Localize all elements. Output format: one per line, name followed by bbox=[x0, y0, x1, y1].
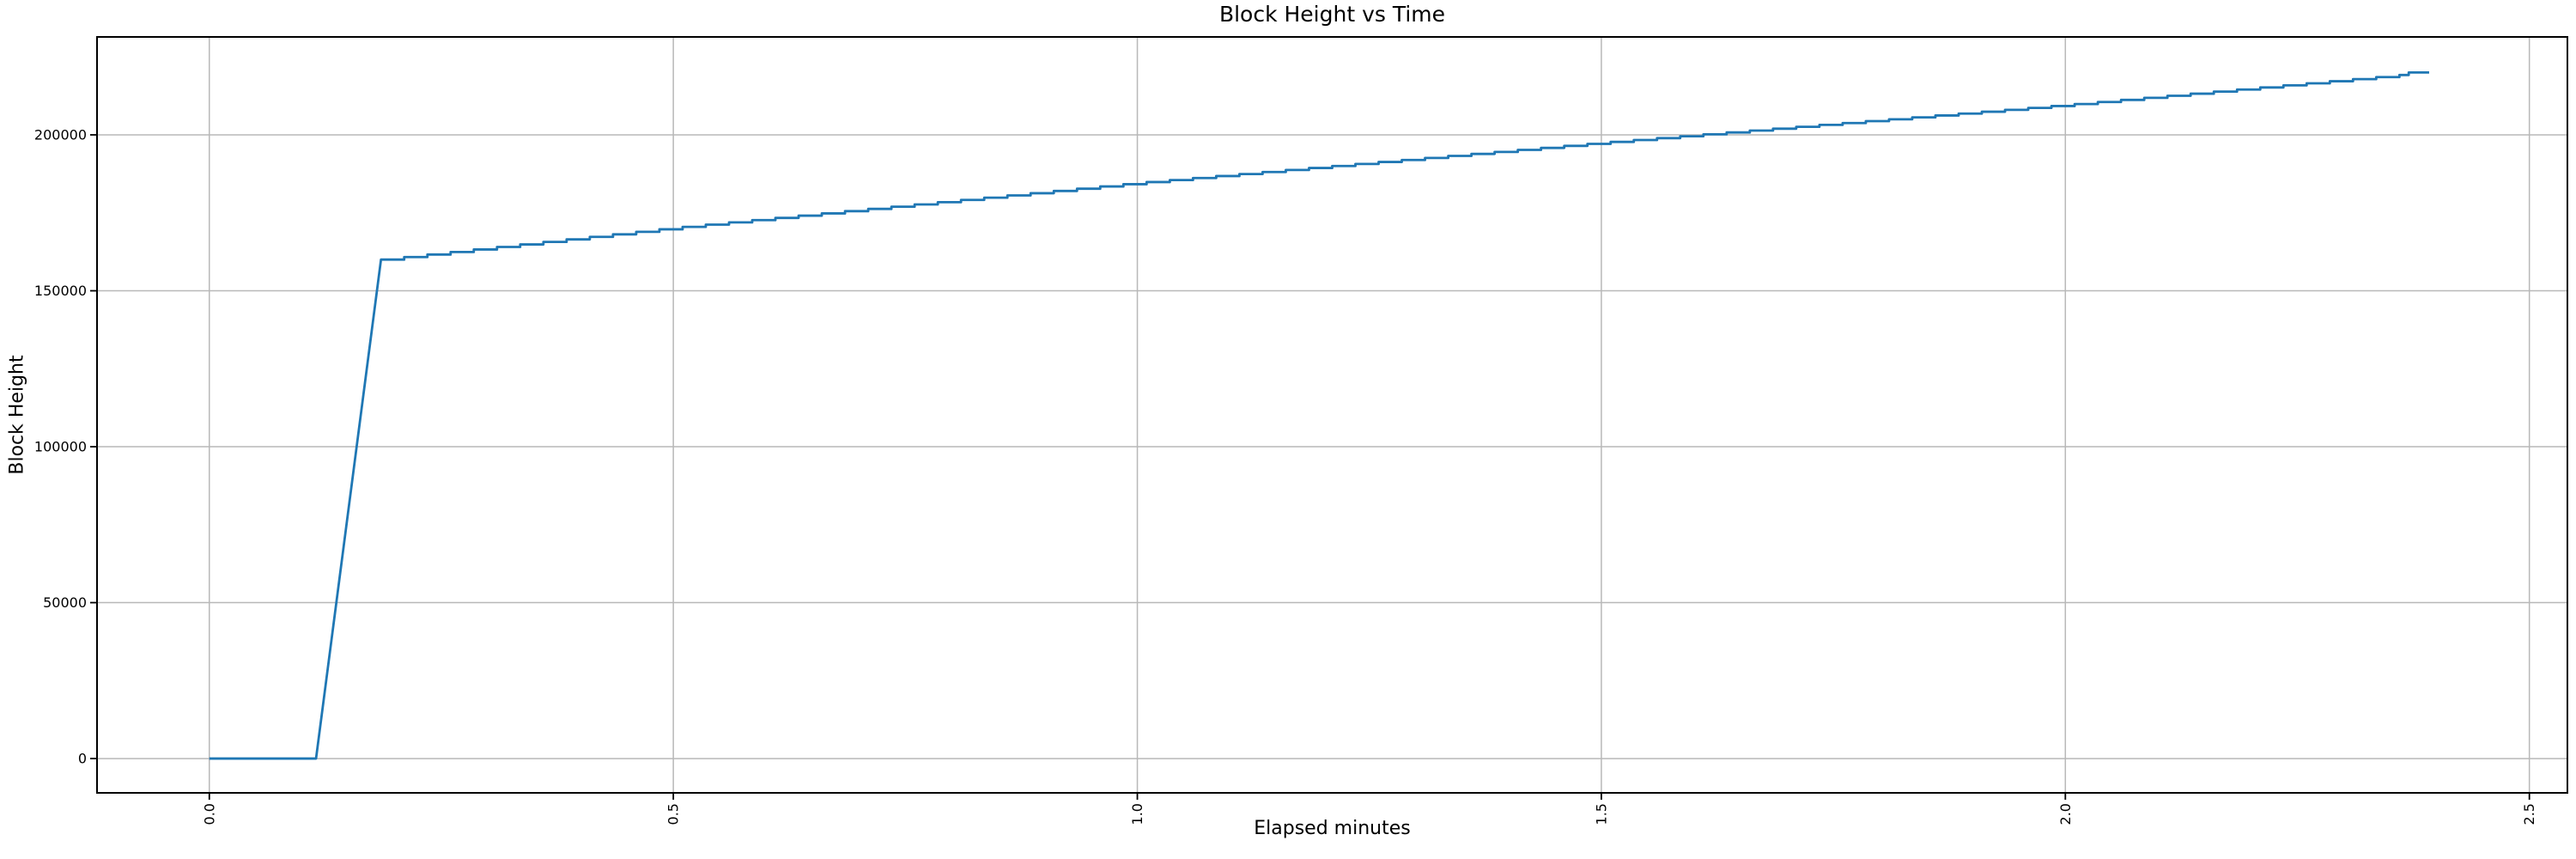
x-tick-label: 1.0 bbox=[1129, 803, 1145, 825]
y-tick-label: 100000 bbox=[34, 439, 87, 455]
x-tick-label: 1.5 bbox=[1593, 803, 1609, 825]
x-tick-label: 0.0 bbox=[201, 803, 217, 825]
chart-title: Block Height vs Time bbox=[1218, 2, 1446, 27]
x-tick-label: 0.5 bbox=[665, 803, 682, 825]
series-line bbox=[209, 70, 2429, 760]
x-tick-label: 2.5 bbox=[2521, 803, 2537, 825]
plot-border bbox=[96, 36, 2568, 794]
x-tick-label: 2.0 bbox=[2057, 803, 2074, 825]
x-axis-label: Elapsed minutes bbox=[1254, 818, 1411, 839]
y-tick-label: 0 bbox=[78, 751, 87, 767]
y-tick-label: 50000 bbox=[43, 594, 87, 611]
y-tick-label: 200000 bbox=[34, 126, 87, 143]
y-tick-label: 150000 bbox=[34, 283, 87, 299]
